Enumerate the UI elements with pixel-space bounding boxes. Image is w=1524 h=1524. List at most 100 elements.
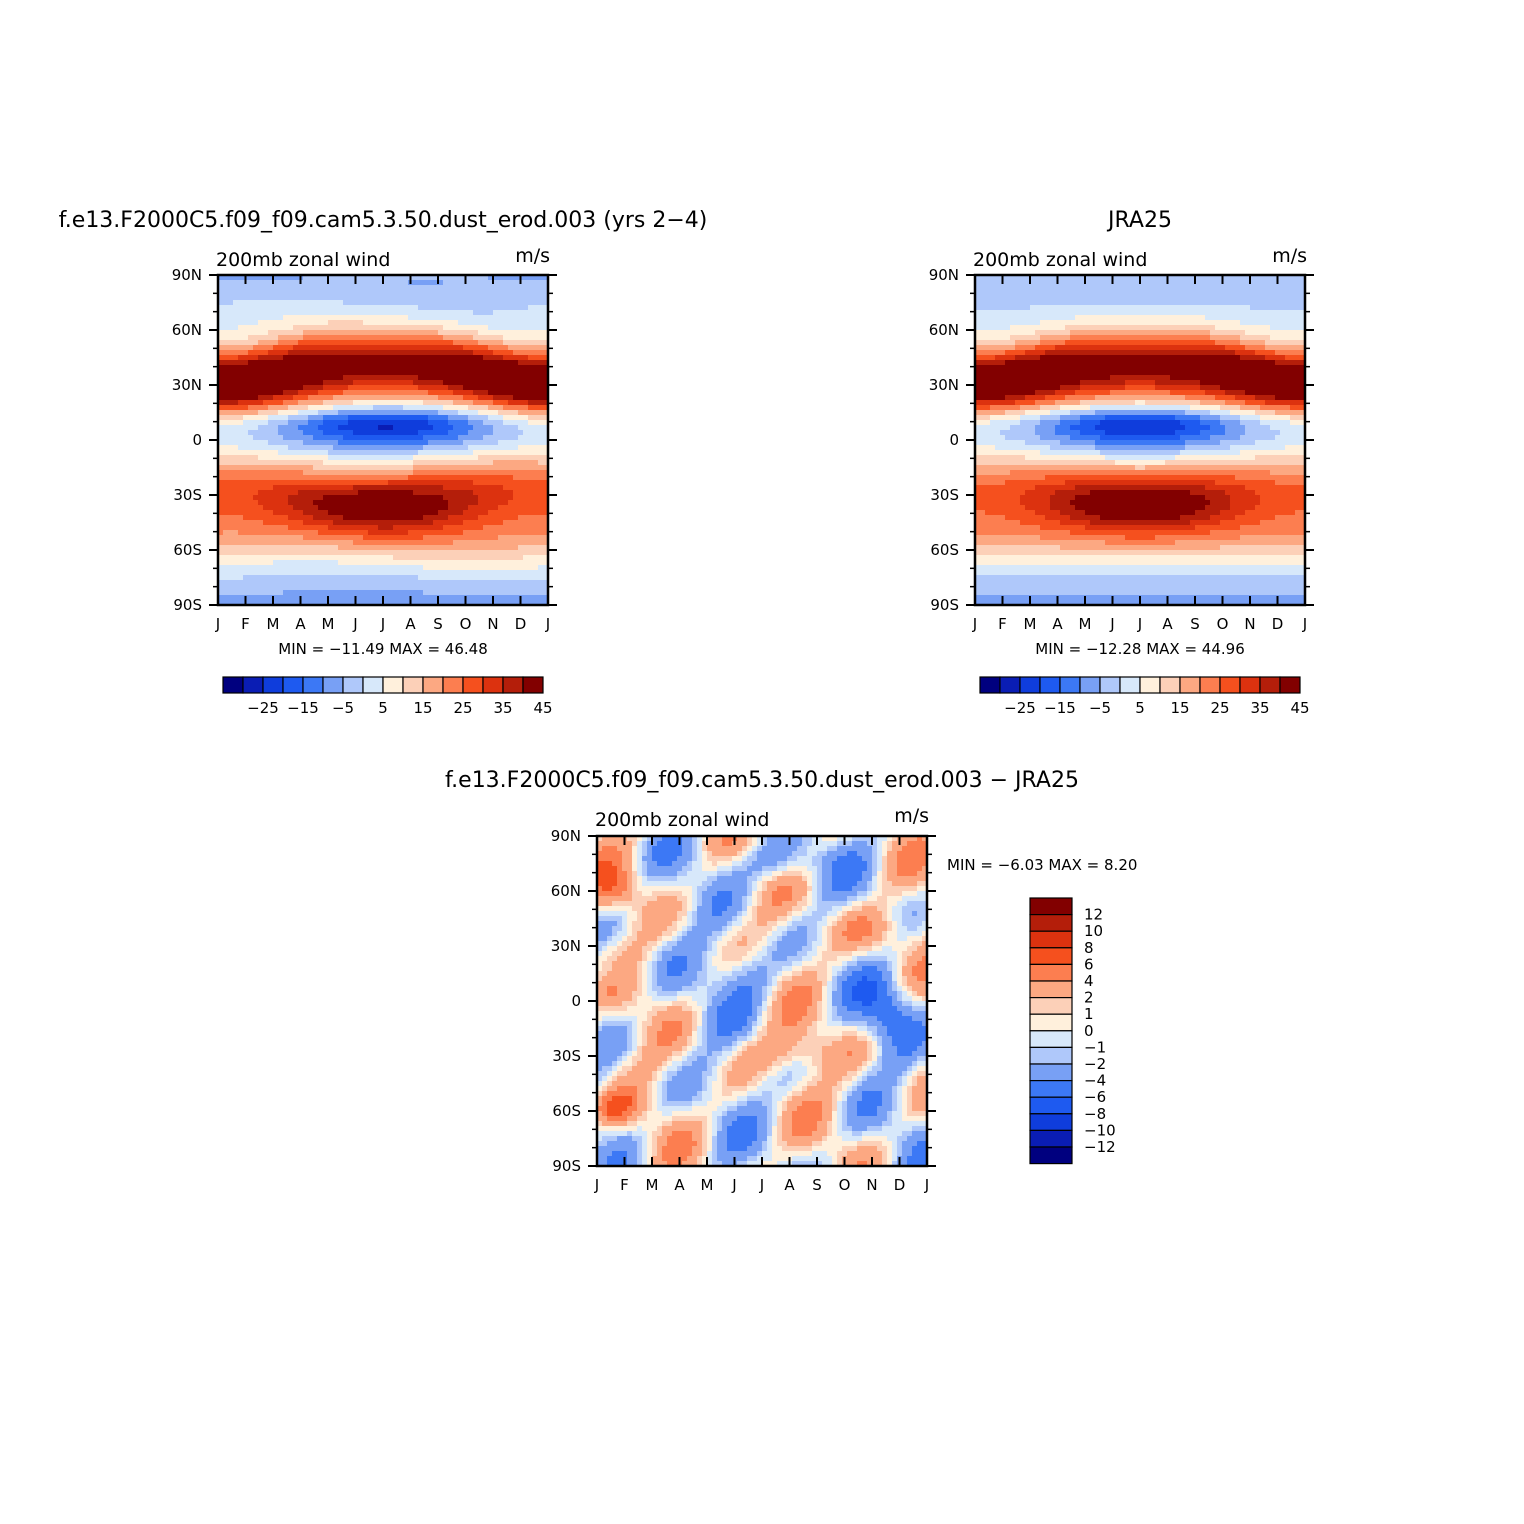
contour-cell: [383, 500, 389, 506]
contour-cell: [303, 540, 309, 546]
contour-cell: [248, 305, 254, 311]
contour-cell: [258, 565, 264, 571]
contour-cell: [343, 520, 349, 526]
contour-cell: [308, 485, 314, 491]
contour-cell: [248, 450, 254, 456]
contour-cell: [975, 310, 981, 316]
contour-cell: [263, 315, 269, 321]
contour-cell: [453, 485, 459, 491]
contour-cell: [468, 600, 474, 606]
contour-cell: [293, 480, 299, 486]
contour-cell: [343, 420, 349, 426]
contour-cell: [413, 340, 419, 346]
contour-cell: [483, 450, 489, 456]
contour-cell: [218, 375, 224, 381]
contour-cell: [398, 305, 404, 311]
contour-cell: [1135, 310, 1141, 316]
contour-cell: [228, 515, 234, 521]
contour-cell: [348, 380, 354, 386]
contour-cell: [523, 355, 529, 361]
contour-cell: [433, 450, 439, 456]
contour-cell: [513, 370, 519, 376]
contour-cell: [493, 400, 499, 406]
contour-cell: [258, 305, 264, 311]
contour-cell: [513, 565, 519, 571]
contour-cell: [418, 500, 424, 506]
contour-cell: [1300, 275, 1306, 281]
contour-cell: [258, 375, 264, 381]
contour-cell: [513, 400, 519, 406]
contour-cell: [308, 365, 314, 371]
contour-cell: [498, 400, 504, 406]
contour-cell: [1080, 305, 1086, 311]
contour-cell: [318, 505, 324, 511]
contour-cell: [403, 285, 409, 291]
contour-cell: [503, 330, 509, 336]
contour-cell: [313, 405, 319, 411]
contour-cell: [478, 325, 484, 331]
contour-cell: [438, 345, 444, 351]
contour-cell: [313, 285, 319, 291]
contour-cell: [418, 545, 424, 551]
contour-cell: [368, 545, 374, 551]
contour-cell: [1020, 285, 1026, 291]
contour-cell: [323, 500, 329, 506]
contour-cell: [373, 410, 379, 416]
y-tick-label: 30N: [172, 376, 202, 394]
contour-cell: [523, 325, 529, 331]
contour-cell: [303, 535, 309, 541]
contour-cell: [238, 520, 244, 526]
contour-cell: [523, 545, 529, 551]
contour-cell: [428, 345, 434, 351]
contour-cell: [253, 415, 259, 421]
contour-cell: [443, 570, 449, 576]
contour-cell: [378, 490, 384, 496]
contour-cell: [233, 435, 239, 441]
contour-cell: [283, 440, 289, 446]
contour-cell: [468, 285, 474, 291]
contour-cell: [378, 595, 384, 601]
contour-cell: [418, 535, 424, 541]
contour-cell: [328, 465, 334, 471]
contour-cell: [1095, 275, 1101, 281]
contour-cell: [298, 580, 304, 586]
contour-cell: [433, 340, 439, 346]
contour-cell: [328, 470, 334, 476]
contour-cell: [1005, 300, 1011, 306]
contour-cell: [493, 515, 499, 521]
contour-cell: [473, 365, 479, 371]
contour-cell: [258, 590, 264, 596]
contour-cell: [288, 400, 294, 406]
contour-cell: [358, 385, 364, 391]
contour-cell: [1150, 285, 1156, 291]
contour-cell: [1110, 305, 1116, 311]
contour-cell: [353, 415, 359, 421]
colorbar-swatch: [342, 676, 364, 694]
contour-cell: [423, 535, 429, 541]
contour-cell: [483, 485, 489, 491]
contour-cell: [278, 525, 284, 531]
contour-cell: [468, 520, 474, 526]
contour-cell: [238, 345, 244, 351]
contour-cell: [1280, 305, 1286, 311]
contour-cell: [453, 295, 459, 301]
contour-cell: [418, 515, 424, 521]
contour-cell: [318, 445, 324, 451]
contour-cell: [223, 520, 229, 526]
contour-cell: [448, 430, 454, 436]
contour-cell: [373, 305, 379, 311]
contour-cell: [493, 535, 499, 541]
contour-cell: [438, 350, 444, 356]
contour-cell: [488, 550, 494, 556]
contour-cell: [243, 445, 249, 451]
contour-cell: [383, 380, 389, 386]
contour-cell: [318, 550, 324, 556]
contour-cell: [423, 320, 429, 326]
contour-cell: [223, 415, 229, 421]
contour-cell: [303, 400, 309, 406]
contour-cell: [478, 355, 484, 361]
contour-cell: [243, 440, 249, 446]
contour-cell: [283, 385, 289, 391]
contour-cell: [428, 335, 434, 341]
